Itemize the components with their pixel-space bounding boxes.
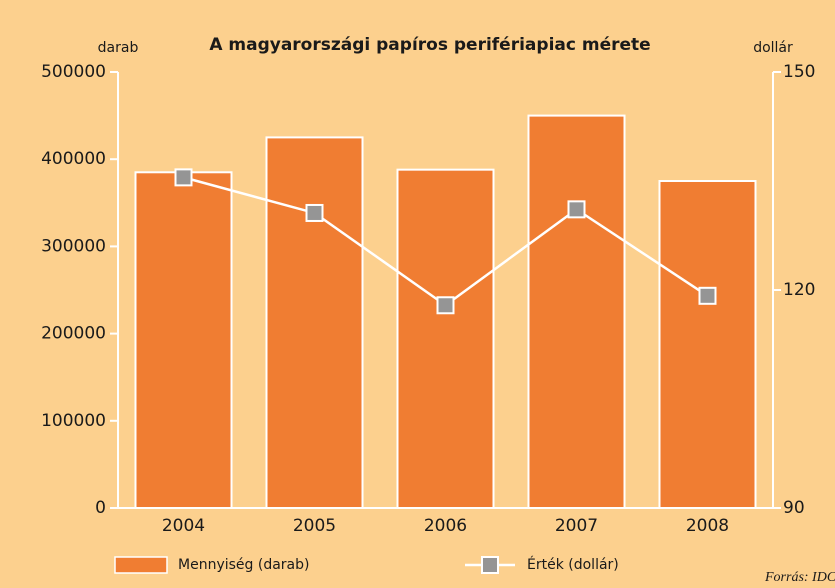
x-tick-label: 2006 — [424, 516, 467, 536]
y-tick-label: 200000 — [41, 324, 106, 344]
x-tick-label: 2008 — [686, 516, 729, 536]
y2-tick-label: 120 — [783, 280, 815, 300]
x-tick-label: 2005 — [293, 516, 336, 536]
marker — [698, 286, 717, 305]
bar — [658, 180, 757, 509]
source: Forrás: IDC — [764, 570, 835, 585]
y-tick-label: 400000 — [41, 149, 106, 169]
legend-label: Mennyiség (darab) — [178, 557, 309, 573]
bar — [134, 171, 233, 509]
legend-label: Érték (dollár) — [527, 556, 619, 573]
marker — [567, 200, 586, 219]
marker — [305, 203, 324, 222]
x-tick-label: 2004 — [162, 516, 205, 536]
legend-marker — [481, 556, 499, 574]
y-tick-label: 500000 — [41, 62, 106, 82]
y2-axis-label: dollár — [753, 40, 793, 56]
bar — [265, 136, 364, 509]
y-axis-label: darab — [98, 40, 139, 56]
legend-swatch — [114, 556, 168, 574]
y2-tick-label: 90 — [783, 498, 805, 518]
y-tick-label: 0 — [95, 498, 106, 518]
marker — [436, 296, 455, 315]
bar — [396, 168, 495, 509]
marker — [174, 168, 193, 187]
y2-tick-label: 150 — [783, 62, 815, 82]
bar — [527, 114, 626, 509]
chart-title: A magyarországi papíros perifériapiac mé… — [209, 35, 650, 55]
y-tick-label: 100000 — [41, 411, 106, 431]
x-tick-label: 2007 — [555, 516, 598, 536]
y-tick-label: 300000 — [41, 236, 106, 256]
